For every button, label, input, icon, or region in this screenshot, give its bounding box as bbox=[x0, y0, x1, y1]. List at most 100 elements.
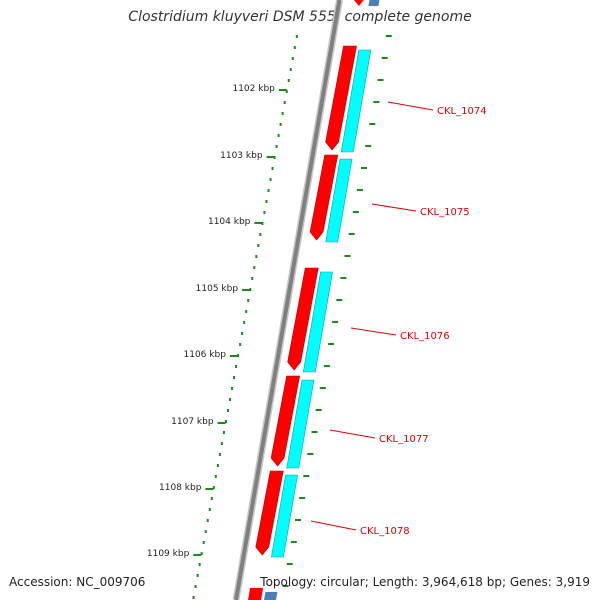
kbp-tick-label: 1102 kbp bbox=[232, 84, 275, 94]
scale-dot bbox=[245, 310, 248, 313]
kbp-tick-label: 1107 kbp bbox=[171, 417, 214, 427]
scale-dot bbox=[259, 233, 262, 236]
gene-bar-partial bbox=[263, 592, 278, 600]
scale-dot bbox=[200, 552, 203, 555]
rim-dot bbox=[365, 145, 372, 147]
scale-dot bbox=[237, 354, 240, 357]
length-label: Length: bbox=[372, 575, 419, 589]
scale-dot bbox=[285, 90, 288, 93]
rim-dot bbox=[336, 299, 343, 301]
gene-arrow-partial bbox=[354, 0, 364, 6]
scale-dot bbox=[224, 420, 227, 423]
gene-cds-bar bbox=[271, 474, 298, 558]
scale-dot bbox=[220, 442, 223, 445]
scale-dot bbox=[289, 68, 292, 71]
rim-dot bbox=[286, 563, 293, 565]
rim-dot bbox=[295, 519, 302, 521]
gene-label: CKL_1078 bbox=[360, 526, 410, 537]
scale-dot bbox=[216, 464, 219, 467]
scale-dot bbox=[212, 486, 215, 489]
scale-dot bbox=[295, 35, 298, 38]
rim-dot bbox=[361, 167, 368, 169]
length-value: 3,964,618 bp; bbox=[421, 575, 507, 589]
rim-dot bbox=[340, 277, 347, 279]
gene-callout-line bbox=[350, 327, 397, 336]
scale-dot bbox=[198, 563, 201, 566]
topology-value: circular; bbox=[320, 575, 369, 589]
backbone-line bbox=[234, 0, 342, 600]
genome-stats: Topology: circular; Length: 3,964,618 bp… bbox=[260, 575, 590, 589]
scale-dot bbox=[194, 585, 197, 588]
gene-label: CKL_1075 bbox=[420, 207, 470, 218]
scale-dot bbox=[202, 541, 205, 544]
kbp-tick-label: 1104 kbp bbox=[208, 217, 251, 227]
scale-dot bbox=[210, 497, 213, 500]
map-title: Clostridium kluyveri DSM 555, complete g… bbox=[128, 9, 472, 25]
kbp-tick-label: 1105 kbp bbox=[196, 284, 239, 294]
gene-arrow-forward bbox=[325, 45, 357, 151]
scale-dot bbox=[265, 200, 268, 203]
gene-features bbox=[248, 0, 380, 600]
scale-dot bbox=[206, 519, 209, 522]
scale-dot bbox=[218, 453, 221, 456]
scale-dots bbox=[192, 35, 392, 599]
scale-dot bbox=[281, 112, 284, 115]
scale-dot bbox=[249, 288, 252, 291]
scale-dot bbox=[269, 178, 272, 181]
gene-label: CKL_1074 bbox=[437, 106, 487, 117]
scale-dot bbox=[251, 277, 254, 280]
rim-dot bbox=[356, 189, 363, 191]
gene-arrow-forward bbox=[255, 470, 284, 556]
gene-arrow-forward bbox=[287, 267, 319, 371]
rim-dot bbox=[332, 321, 339, 323]
gene-cds-bar bbox=[302, 271, 333, 373]
gene-label: CKL_1076 bbox=[400, 331, 450, 342]
scale-dot bbox=[271, 167, 274, 170]
gene-callout-line bbox=[387, 101, 434, 111]
rim-dot bbox=[307, 453, 314, 455]
gene-cds-bar bbox=[340, 49, 372, 153]
scale-dot bbox=[226, 409, 229, 412]
rim-dot bbox=[328, 343, 335, 345]
scale-dot bbox=[283, 101, 286, 104]
kbp-tick-label: 1106 kbp bbox=[184, 350, 227, 360]
genome-backbone bbox=[232, 0, 343, 600]
gene-callout-line bbox=[329, 429, 376, 439]
scale-dot bbox=[291, 57, 294, 60]
gene-arrow-forward bbox=[270, 375, 300, 467]
scale-dot bbox=[192, 596, 195, 599]
accession-value: NC_009706 bbox=[76, 575, 146, 589]
gene-arrow-partial bbox=[248, 588, 264, 600]
gene-label: CKL_1077 bbox=[379, 434, 429, 445]
rim-dot bbox=[299, 497, 306, 499]
scale-dot bbox=[233, 376, 236, 379]
rim-dot bbox=[348, 233, 355, 235]
scale-dot bbox=[231, 387, 234, 390]
rim-dot bbox=[352, 211, 359, 213]
gene-bar-partial bbox=[368, 0, 380, 6]
rim-dot bbox=[323, 365, 330, 367]
rim-dot bbox=[303, 475, 310, 477]
rim-dot bbox=[385, 35, 392, 37]
scale-dot bbox=[214, 475, 217, 478]
rim-dot bbox=[319, 387, 326, 389]
scale-dot bbox=[204, 530, 207, 533]
scale-dot bbox=[277, 134, 280, 137]
rim-dot bbox=[311, 431, 318, 433]
accession-info: Accession: NC_009706 bbox=[9, 575, 145, 589]
gene-cds-bar bbox=[286, 379, 315, 469]
rim-dot bbox=[290, 541, 297, 543]
rim-dot bbox=[369, 123, 376, 125]
rim-dot bbox=[381, 57, 388, 59]
scale-dot bbox=[279, 123, 282, 126]
scale-dot bbox=[253, 266, 256, 269]
gene-callouts: CKL_1074 CKL_1075 CKL_1076 CKL_1077 CKL_1078 bbox=[310, 101, 487, 537]
rim-dot bbox=[315, 409, 322, 411]
scale-dot bbox=[255, 255, 258, 258]
scale-dot bbox=[243, 321, 246, 324]
scale-dot bbox=[241, 332, 244, 335]
scale-dot bbox=[228, 398, 231, 401]
rim-dot bbox=[344, 255, 351, 257]
rim-dot bbox=[282, 585, 289, 587]
